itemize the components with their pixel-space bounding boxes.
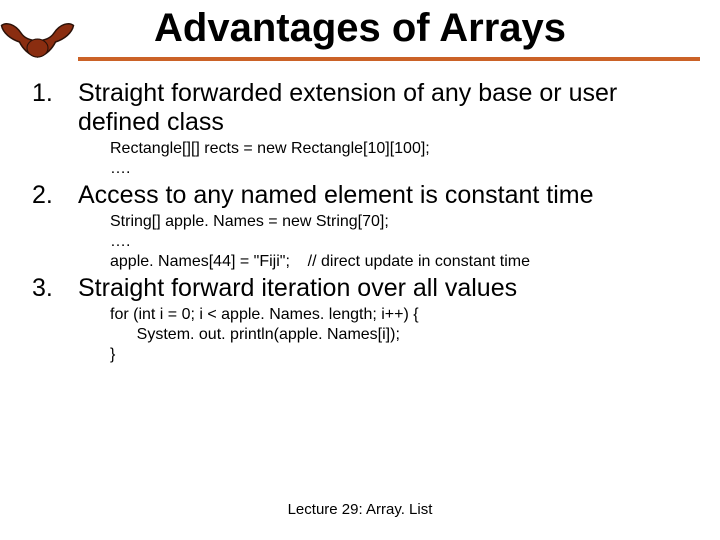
item-text: Straight forward iteration over all valu… bbox=[78, 274, 690, 303]
slide-title: Advantages of Arrays bbox=[0, 0, 720, 57]
list-item: 3. Straight forward iteration over all v… bbox=[30, 274, 690, 303]
item-number: 3. bbox=[30, 274, 78, 303]
code-line: apple. Names[44] = "Fiji"; // direct upd… bbox=[110, 252, 690, 272]
list-item: 1. Straight forwarded extension of any b… bbox=[30, 79, 690, 137]
code-line: } bbox=[110, 345, 690, 365]
footer-text: Lecture 29: Array. List bbox=[0, 501, 720, 518]
item-number: 2. bbox=[30, 181, 78, 210]
item-text: Straight forwarded extension of any base… bbox=[78, 79, 690, 137]
code-line: …. bbox=[110, 232, 690, 252]
item-number: 1. bbox=[30, 79, 78, 108]
code-line: …. bbox=[110, 159, 690, 179]
code-block: String[] apple. Names = new String[70]; … bbox=[110, 212, 690, 272]
code-line: String[] apple. Names = new String[70]; bbox=[110, 212, 690, 232]
code-block: Rectangle[][] rects = new Rectangle[10][… bbox=[110, 139, 690, 179]
item-text: Access to any named element is constant … bbox=[78, 181, 690, 210]
list-item: 2. Access to any named element is consta… bbox=[30, 181, 690, 210]
content-area: 1. Straight forwarded extension of any b… bbox=[0, 61, 720, 365]
code-block: for (int i = 0; i < apple. Names. length… bbox=[110, 305, 690, 365]
code-line: System. out. println(apple. Names[i]); bbox=[110, 325, 690, 345]
longhorn-logo bbox=[0, 18, 75, 63]
code-line: for (int i = 0; i < apple. Names. length… bbox=[110, 305, 690, 325]
code-line: Rectangle[][] rects = new Rectangle[10][… bbox=[110, 139, 690, 159]
